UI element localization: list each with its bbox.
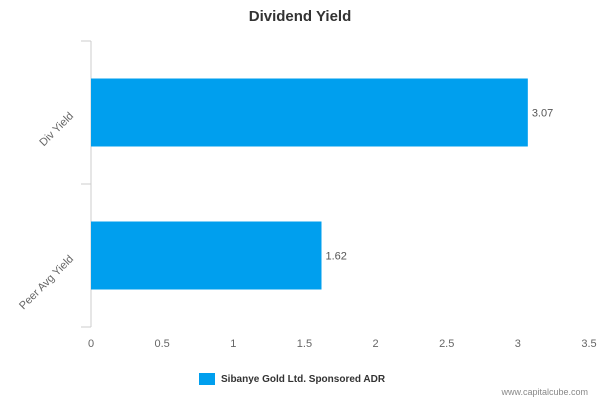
bar [91,221,322,290]
x-tick-label: 0 [88,338,94,350]
data-label: 1.62 [326,251,347,263]
legend: Sibanye Gold Ltd. Sponsored ADR [199,373,385,385]
x-tick-label: 0.5 [154,338,169,350]
legend-label: Sibanye Gold Ltd. Sponsored ADR [221,373,386,385]
legend-swatch [199,373,215,385]
x-tick-label: 1 [230,338,236,350]
x-tick-label: 3.5 [581,338,596,350]
x-tick-label: 2 [373,338,379,350]
x-tick-label: 3 [515,338,521,350]
category-label: Peer Avg Yield [17,253,76,312]
chart-title: Dividend Yield [249,8,352,25]
bar [91,78,528,147]
x-tick-label: 2.5 [439,338,454,350]
credit-text: www.capitalcube.com [501,387,588,397]
x-tick-label: 1.5 [297,338,312,350]
data-label: 3.07 [532,108,553,120]
category-label: Div Yield [37,110,76,149]
